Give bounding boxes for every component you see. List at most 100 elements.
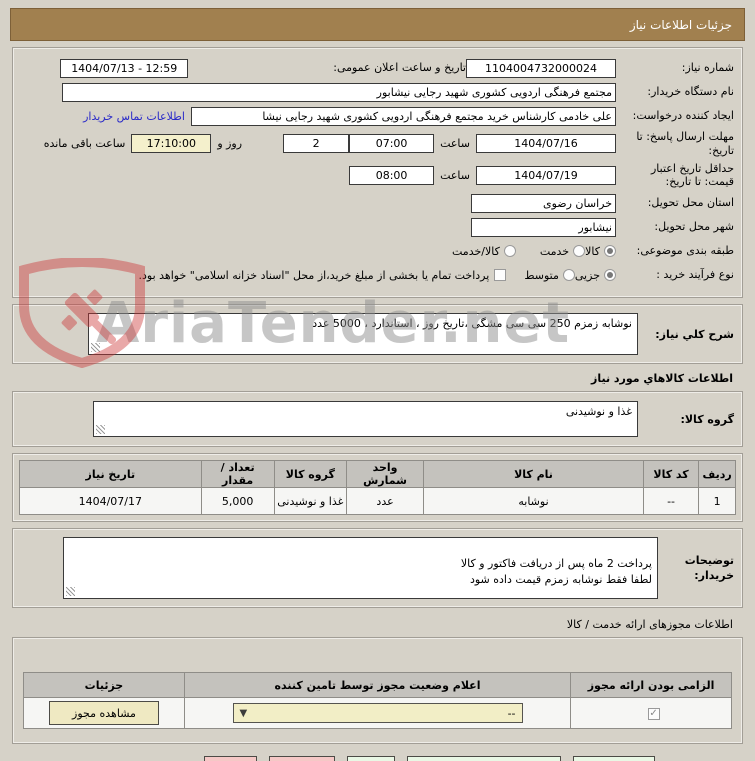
cell-code: -- [642,487,700,515]
license-status-cell: -- ▼ [183,697,572,729]
license-table: الزامی بودن ارائه مجوز اعلام وضعیت مجوز … [23,672,732,729]
delivery-city-field[interactable]: نیشابور [471,217,616,237]
buyer-notes-textarea[interactable]: پرداخت 2 ماه پس از دریافت فاکتور و کالا … [63,537,658,599]
row-request-creator: ایجاد کننده درخواست: علی خادمی کارشناس خ… [21,106,734,126]
buyer-contact-link[interactable]: اطلاعات تماس خریدار [83,109,185,123]
need-description-label: شرح کلي نیاز: [655,327,734,341]
goods-group-label: گروه کالا: [680,412,734,426]
resize-grip-icon[interactable] [66,587,75,596]
cell-name: نوشابه [423,487,644,515]
col-unit: واحد شمارش [345,460,425,488]
delivery-province-field[interactable]: خراسان رضوی [471,193,616,213]
delivery-province-label: استان محل تحویل: [647,196,734,210]
col-quantity: تعداد / مقدار [200,460,275,488]
col-group: گروه کالا [273,460,347,488]
col-date: تاریخ نیاز [19,460,202,488]
col-license-status: اعلام وضعیت مجوز توسط تامین کننده [183,672,572,698]
exit-button[interactable]: خروج [203,756,258,761]
goods-table-groupbox: ردیف کد کالا نام کالا واحد شمارش گروه کا… [12,453,743,522]
back-button[interactable]: بازگشت [269,756,335,761]
row-need-number: شماره نیاز: 1104004732000024 تاریخ و ساع… [21,58,734,78]
goods-table: ردیف کد کالا نام کالا واحد شمارش گروه کا… [19,460,736,515]
row-buyer-org: نام دستگاه خریدار: مجتمع فرهنگی اردویی ک… [21,82,734,102]
print-button[interactable]: چاپ [346,756,396,761]
license-details-cell: مشاهده مجوز [23,697,185,729]
delivery-city-label: شهر محل تحویل: [654,220,734,234]
validity-hour-label: ساعت [440,168,470,182]
days-remaining-label: روز و [217,137,243,151]
announce-datetime-field[interactable]: 1404/07/13 - 12:59 [60,58,189,78]
need-description-text: نوشابه زمزم 250 سی سی مشگی ،تاریخ روز ، … [312,317,632,330]
days-remaining-field[interactable]: 2 [283,134,350,154]
resize-grip-icon[interactable] [96,425,105,434]
cell-date: 1404/07/17 [19,487,202,515]
response-deadline-time-field[interactable]: 07:00 [349,134,435,154]
purchase-process-label: نوع فرآیند خرید : [656,268,734,282]
need-number-field[interactable]: 1104004732000024 [466,58,616,78]
announce-datetime-label: تاریخ و ساعت اعلان عمومی: [333,61,466,75]
price-validity-time-field[interactable]: 08:00 [349,165,435,185]
radio-medium[interactable]: متوسط [524,269,575,282]
request-creator-field[interactable]: علی خادمی کارشناس خرید مجتمع فرهنگی اردو… [191,106,616,126]
radio-goods-icon[interactable] [604,245,616,257]
cell-row: 1 [698,487,736,515]
row-delivery-province: استان محل تحویل: خراسان رضوی [21,193,734,213]
radio-minor-icon[interactable] [604,269,616,281]
row-delivery-city: شهر محل تحویل: نیشابور [21,217,734,237]
price-validity-date-field[interactable]: 1404/07/19 [476,165,616,185]
radio-medium-label: متوسط [524,268,559,282]
footer-button-bar: پاسخ به نیاز مشاهده مدارک پیوستي (0) چاپ… [0,756,755,761]
resize-grip-icon[interactable] [91,343,100,352]
chevron-down-icon: ▼ [239,707,248,719]
goods-group-text: غذا و نوشیدنی [565,405,632,418]
response-deadline-label: مهلت ارسال پاسخ: تا تاریخ: [636,130,734,157]
treasury-checkbox[interactable] [494,269,507,281]
col-license-details: جزئیات [23,672,185,698]
cell-group: غذا و نوشیدنی [273,487,347,515]
goods-group-textarea[interactable]: غذا و نوشیدنی [93,401,638,437]
col-license-mandatory: الزامی بودن ارائه مجوز [570,672,732,698]
row-price-validity: حداقل تاریخ اعتبار قیمت: تا تاریخ: 1404/… [21,162,734,190]
treasury-checkbox-label: پرداخت تمام یا بخشی از مبلغ خرید،از محل … [138,268,490,282]
need-description-textarea[interactable]: نوشابه زمزم 250 سی سی مشگی ،تاریخ روز ، … [88,313,638,355]
subject-classification-label: طبقه بندی موضوعی: [636,244,734,258]
col-row: ردیف [698,460,736,488]
respond-to-need-button[interactable]: پاسخ به نیاز [573,756,655,761]
buyer-org-field[interactable]: مجتمع فرهنگی اردویی کشوری شهید رجایی نیش… [62,82,616,102]
buyer-notes-groupbox: توضیحات خریدار: پرداخت 2 ماه پس از دریاف… [12,528,743,608]
radio-goods-service-label: کالا/خدمت [452,244,500,258]
radio-service-icon[interactable] [573,245,586,257]
need-info-groupbox: شماره نیاز: 1104004732000024 تاریخ و ساع… [12,47,743,298]
deadline-hour-label: ساعت [440,137,470,151]
buyer-org-label: نام دستگاه خریدار: [647,85,734,99]
license-section-header: اطلاعات مجوزهای ارائه خدمت / کالا [566,618,733,631]
goods-section-header: اطلاعات کالاهاي مورد نیاز [591,372,733,385]
license-mandatory-checkbox [647,708,660,720]
license-table-header-row: الزامی بودن ارائه مجوز اعلام وضعیت مجوز … [23,672,732,698]
radio-goods-service[interactable]: کالا/خدمت [452,245,516,258]
treasury-checkbox-option[interactable]: پرداخت تمام یا بخشی از مبلغ خرید،از محل … [139,269,507,282]
time-remaining-field: 17:10:00 [131,134,212,154]
row-subject-classification: طبقه بندی موضوعی: کالا خدمت کالا/خدمت [21,241,734,261]
radio-service[interactable]: خدمت [539,244,586,258]
view-license-button[interactable]: مشاهده مجوز [48,701,159,725]
col-code: کد کالا [642,460,700,488]
radio-minor-label: جزیی [574,268,600,282]
goods-group-groupbox: گروه کالا: غذا و نوشیدنی [12,391,743,447]
radio-goods-service-icon[interactable] [503,245,516,257]
license-status-dropdown[interactable]: -- ▼ [232,703,523,723]
request-creator-label: ایجاد کننده درخواست: [632,109,734,123]
radio-service-label: خدمت [539,244,570,258]
cell-quantity: 5,000 [200,487,275,515]
radio-medium-icon[interactable] [562,269,575,281]
response-deadline-date-field[interactable]: 1404/07/16 [476,134,616,154]
price-validity-label: حداقل تاریخ اعتبار قیمت: تا تاریخ: [650,161,734,189]
table-row[interactable]: 1 -- نوشابه عدد غذا و نوشیدنی 5,000 1404… [19,487,736,515]
cell-unit: عدد [345,487,425,515]
row-response-deadline: مهلت ارسال پاسخ: تا تاریخ: 1404/07/16 سا… [21,130,734,158]
radio-goods[interactable]: کالا [585,245,616,258]
radio-minor[interactable]: جزیی [575,269,616,282]
row-purchase-process: نوع فرآیند خرید : جزیی متوسط پرداخت تمام… [21,265,734,285]
view-attachments-button[interactable]: مشاهده مدارک پیوستي (0) [407,756,562,761]
